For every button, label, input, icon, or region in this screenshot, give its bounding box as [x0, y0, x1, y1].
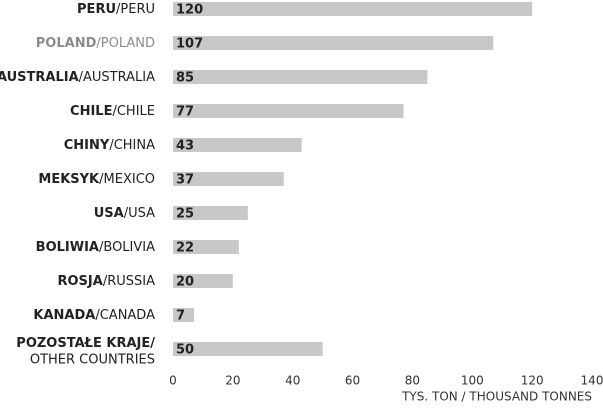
category-bold: KANADA: [33, 308, 95, 323]
value-label: 25: [176, 207, 194, 222]
y-tick-label: PERU/PERU: [77, 2, 155, 17]
y-tick-label: POLAND/POLAND: [36, 36, 155, 51]
x-tick-label: 120: [521, 374, 544, 388]
x-axis-title: TYS. TON / THOUSAND TONNES: [401, 390, 592, 404]
category-english: /MEXICO: [99, 172, 155, 187]
category-bold: BOLIWIA: [36, 240, 99, 255]
y-tick-label: KANADA/CANADA: [33, 308, 155, 323]
value-label: 37: [176, 173, 194, 188]
y-tick-label: CHINY/CHINA: [64, 138, 155, 153]
category-bold: AUSTRALIA: [0, 70, 79, 85]
value-label: 20: [176, 275, 194, 290]
category-bold: POZOSTAŁE KRAJE/: [16, 336, 155, 351]
category-english: /POLAND: [96, 36, 155, 51]
bar: [173, 2, 533, 16]
bar: [173, 138, 302, 152]
category-bold: POLAND: [36, 36, 97, 51]
x-tick-label: 80: [405, 374, 420, 388]
bar: [173, 70, 428, 84]
y-tick-label: BOLIWIA/BOLIVIA: [36, 240, 155, 255]
category-bold: USA: [94, 206, 124, 221]
y-tick-label: USA/USA: [94, 206, 155, 221]
y-tick-label: ROSJA/RUSSIA: [58, 274, 156, 289]
category-english: /USA: [124, 206, 155, 221]
y-tick-label: MEKSYK/MEXICO: [38, 172, 155, 187]
category-bold: CHILE: [70, 104, 112, 119]
y-tick-label: AUSTRALIA/AUSTRALIA: [0, 70, 155, 85]
bar: [173, 36, 494, 50]
y-tick-label: OTHER COUNTRIES: [30, 353, 155, 368]
x-tick-label: 140: [581, 374, 603, 388]
category-english: /PERU: [116, 2, 155, 17]
category-english: /CANADA: [95, 308, 155, 323]
category-english: /BOLIVIA: [99, 240, 155, 255]
value-label: 77: [176, 105, 194, 120]
category-bold: MEKSYK: [38, 172, 100, 187]
x-tick-label: 0: [169, 374, 177, 388]
value-label: 107: [176, 37, 203, 52]
value-label: 22: [176, 241, 194, 256]
bar: [173, 172, 284, 186]
bar: [173, 274, 233, 288]
value-label: 85: [176, 71, 194, 86]
value-label: 120: [176, 3, 203, 18]
value-label: 50: [176, 343, 194, 358]
value-label: 7: [176, 309, 185, 324]
x-tick-label: 20: [225, 374, 240, 388]
bar: [173, 308, 194, 322]
y-tick-label: CHILE/CHILE: [70, 104, 155, 119]
x-tick-label: 60: [345, 374, 360, 388]
y-tick-label: POZOSTAŁE KRAJE/: [16, 336, 155, 351]
x-tick-label: 40: [285, 374, 300, 388]
bar: [173, 240, 239, 254]
category-english: /CHILE: [112, 104, 155, 119]
bar: [173, 342, 323, 356]
category-english: /AUSTRALIA: [79, 70, 155, 85]
category-bold: CHINY: [64, 138, 110, 153]
category-english: /RUSSIA: [103, 274, 155, 289]
value-label: 43: [176, 139, 194, 154]
x-tick-label: 100: [461, 374, 484, 388]
category-bold: PERU: [77, 2, 116, 17]
category-bold: ROSJA: [58, 274, 103, 289]
bar: [173, 206, 248, 220]
bar: [173, 104, 404, 118]
category-english: /CHINA: [109, 138, 155, 153]
